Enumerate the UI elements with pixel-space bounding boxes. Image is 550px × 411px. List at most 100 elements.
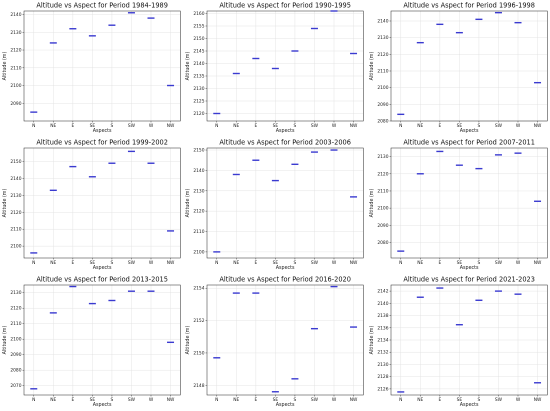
x-tick-label: N [215, 397, 218, 403]
y-tick-label: 2138 [377, 313, 388, 319]
x-tick-label: W [515, 123, 520, 129]
chart-panel-7: Altitude vs Aspect for Period 2013-2015 2… [2, 276, 181, 408]
x-tick-label: E [255, 260, 258, 266]
y-tick-label: 2120 [10, 306, 21, 312]
x-tick-label: SW [494, 260, 502, 266]
y-tick-label: 2120 [377, 171, 388, 177]
y-tick-label: 2140 [377, 19, 388, 25]
y-tick-label: 2110 [10, 227, 21, 233]
y-tick-label: 2110 [377, 69, 388, 75]
x-tick-label: NW [533, 397, 541, 403]
x-axis-label: Aspects [459, 265, 478, 271]
y-tick-label: 2100 [377, 206, 388, 212]
x-tick-label: N [399, 123, 402, 129]
x-axis-label: Aspects [459, 402, 478, 408]
y-tick-label: 2100 [10, 244, 21, 250]
y-axis-label: Altitude (m) [185, 189, 191, 218]
x-tick-label: SE [273, 260, 279, 266]
x-tick-label: NE [50, 260, 56, 266]
x-axis-label: Aspects [276, 265, 295, 271]
x-tick-label: SE [90, 123, 96, 129]
y-tick-label: 2130 [194, 86, 205, 92]
y-tick-label: 2120 [194, 111, 205, 117]
chart-title: Altitude vs Aspect for Period 1990-1995 [220, 2, 352, 10]
chart-title: Altitude vs Aspect for Period 2007-2011 [403, 139, 535, 147]
chart-title: Altitude vs Aspect for Period 2021-2023 [403, 276, 535, 284]
x-tick-label: SE [456, 123, 462, 129]
y-tick-label: 2145 [194, 49, 205, 55]
x-tick-label: E [71, 123, 74, 129]
x-tick-label: S [111, 260, 114, 266]
x-tick-label: W [515, 397, 520, 403]
y-tick-label: 2150 [194, 36, 205, 42]
x-tick-label: E [438, 260, 441, 266]
x-tick-label: SW [494, 123, 502, 129]
y-tick-label: 2130 [377, 362, 388, 368]
y-tick-label: 2136 [377, 325, 388, 331]
x-axis-label: Aspects [93, 128, 112, 134]
x-axis-label: Aspects [93, 402, 112, 408]
x-tick-label: N [32, 397, 35, 403]
x-tick-label: NE [234, 397, 240, 403]
y-tick-label: 2090 [377, 102, 388, 108]
x-tick-label: S [477, 123, 480, 129]
x-tick-label: W [515, 260, 520, 266]
y-tick-label: 2130 [377, 35, 388, 41]
y-tick-label: 2160 [194, 11, 205, 17]
x-tick-label: SW [311, 397, 319, 403]
y-axis-label: Altitude (m) [185, 326, 191, 355]
y-tick-label: 2135 [194, 74, 205, 80]
y-tick-label: 2150 [10, 159, 21, 165]
x-tick-label: NE [417, 260, 423, 266]
x-tick-label: W [149, 123, 154, 129]
x-tick-label: W [332, 397, 337, 403]
x-tick-label: E [255, 123, 258, 129]
x-tick-label: NE [417, 123, 423, 129]
y-tick-label: 2140 [10, 176, 21, 182]
x-tick-label: NE [417, 397, 423, 403]
x-tick-label: SW [494, 397, 502, 403]
x-axis-label: Aspects [93, 265, 112, 271]
y-tick-label: 2090 [10, 352, 21, 358]
x-axis-label: Aspects [276, 128, 295, 134]
plot-frame [23, 147, 181, 259]
chart-panel-5: Altitude vs Aspect for Period 2003-2006 2… [185, 139, 364, 271]
x-tick-label: E [438, 123, 441, 129]
chart-panel-4: Altitude vs Aspect for Period 1999-2002 2… [2, 139, 181, 271]
y-tick-label: 2130 [10, 193, 21, 199]
x-tick-label: NE [50, 397, 56, 403]
x-tick-label: N [32, 260, 35, 266]
x-tick-label: SW [128, 397, 136, 403]
plot-frame [23, 284, 181, 396]
plot-frame [23, 10, 181, 122]
x-tick-label: S [294, 397, 297, 403]
x-tick-label: NW [350, 123, 358, 129]
x-tick-label: S [111, 397, 114, 403]
plot-frame [390, 147, 548, 259]
x-tick-label: S [294, 260, 297, 266]
y-tick-label: 2152 [194, 318, 205, 324]
y-tick-label: 2080 [377, 240, 388, 246]
x-tick-label: N [215, 123, 218, 129]
y-tick-label: 2110 [194, 229, 205, 235]
x-axis-label: Aspects [459, 128, 478, 134]
y-tick-label: 2150 [194, 350, 205, 356]
plot-frame [207, 147, 364, 259]
chart-title: Altitude vs Aspect for Period 2003-2006 [220, 139, 352, 147]
y-tick-label: 2140 [194, 168, 205, 174]
x-tick-label: N [399, 397, 402, 403]
chart-panel-6: Altitude vs Aspect for Period 2007-2011 2… [369, 139, 548, 271]
y-tick-label: 2090 [10, 101, 21, 107]
y-tick-label: 2140 [194, 61, 205, 67]
x-tick-label: NW [167, 123, 175, 129]
y-tick-label: 2130 [194, 188, 205, 194]
y-tick-label: 2100 [10, 83, 21, 89]
x-tick-label: E [438, 397, 441, 403]
y-axis-label: Altitude (m) [369, 326, 375, 355]
y-tick-label: 2142 [377, 289, 388, 295]
y-axis-label: Altitude (m) [185, 52, 191, 81]
y-axis-label: Altitude (m) [369, 189, 375, 218]
y-tick-label: 2126 [377, 386, 388, 392]
chart-title: Altitude vs Aspect for Period 1984-1989 [36, 2, 168, 10]
